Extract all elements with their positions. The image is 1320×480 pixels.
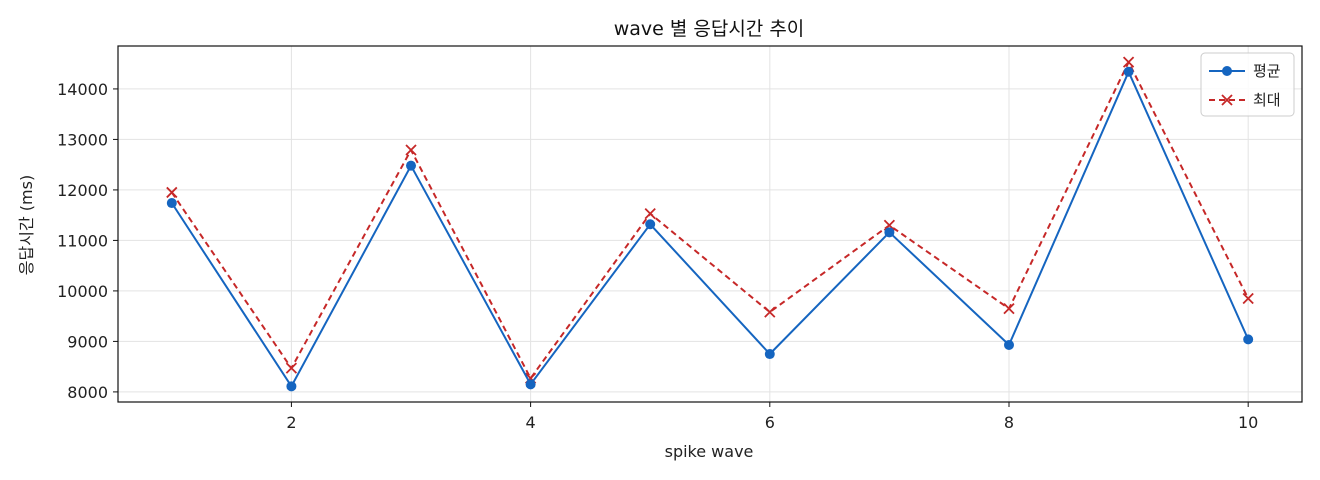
series-layer <box>166 56 1254 392</box>
data-point <box>883 219 896 231</box>
series-line <box>170 61 1250 380</box>
x-tick-label: 6 <box>765 413 775 432</box>
series-line <box>170 70 1250 388</box>
legend-label: 최대 <box>1253 91 1281 109</box>
data-point <box>405 144 417 156</box>
data-point <box>1243 334 1254 345</box>
y-tick-label: 8000 <box>67 383 108 402</box>
legend-swatch-marker <box>1221 94 1233 106</box>
y-axis-label: 응답시간 (ms) <box>17 175 36 275</box>
data-point <box>645 219 656 230</box>
data-point <box>1122 56 1135 68</box>
data-point <box>1003 339 1014 350</box>
plot-frame <box>117 45 1303 403</box>
y-tick-label: 14000 <box>57 80 108 99</box>
y-tick-label: 13000 <box>57 130 108 149</box>
grid <box>118 46 1302 402</box>
y-tick-label: 10000 <box>57 282 108 301</box>
legend-label: 평균 <box>1253 62 1281 80</box>
data-point <box>764 349 775 360</box>
legend-item: 평균 <box>1209 62 1281 80</box>
data-point <box>884 227 895 238</box>
y-axis-ticks: 8000 9000 10000 11000 12000 13000 14000 <box>57 80 118 402</box>
data-point <box>1123 66 1134 77</box>
chart-title: wave 별 응답시간 추이 <box>614 18 805 40</box>
data-point <box>285 362 298 374</box>
data-point <box>1003 302 1015 315</box>
y-tick-label: 11000 <box>57 231 108 250</box>
data-point <box>644 208 656 220</box>
data-point <box>166 186 178 199</box>
data-point <box>525 379 536 390</box>
data-point <box>406 160 417 171</box>
x-axis-label: spike wave <box>665 442 754 461</box>
legend-swatch-marker <box>1222 66 1232 76</box>
data-point <box>166 198 177 209</box>
data-point <box>764 306 776 318</box>
x-axis-ticks: 2 4 6 8 10 <box>286 402 1258 432</box>
series-max <box>166 56 1254 384</box>
x-tick-label: 2 <box>286 413 296 432</box>
x-tick-label: 4 <box>526 413 536 432</box>
x-tick-label: 8 <box>1004 413 1014 432</box>
series-average <box>166 66 1254 392</box>
legend-item: 최대 <box>1209 91 1281 109</box>
y-tick-label: 12000 <box>57 181 108 200</box>
x-tick-label: 10 <box>1238 413 1258 432</box>
y-tick-label: 9000 <box>67 332 108 351</box>
data-point <box>1242 292 1254 305</box>
data-point <box>286 381 297 392</box>
